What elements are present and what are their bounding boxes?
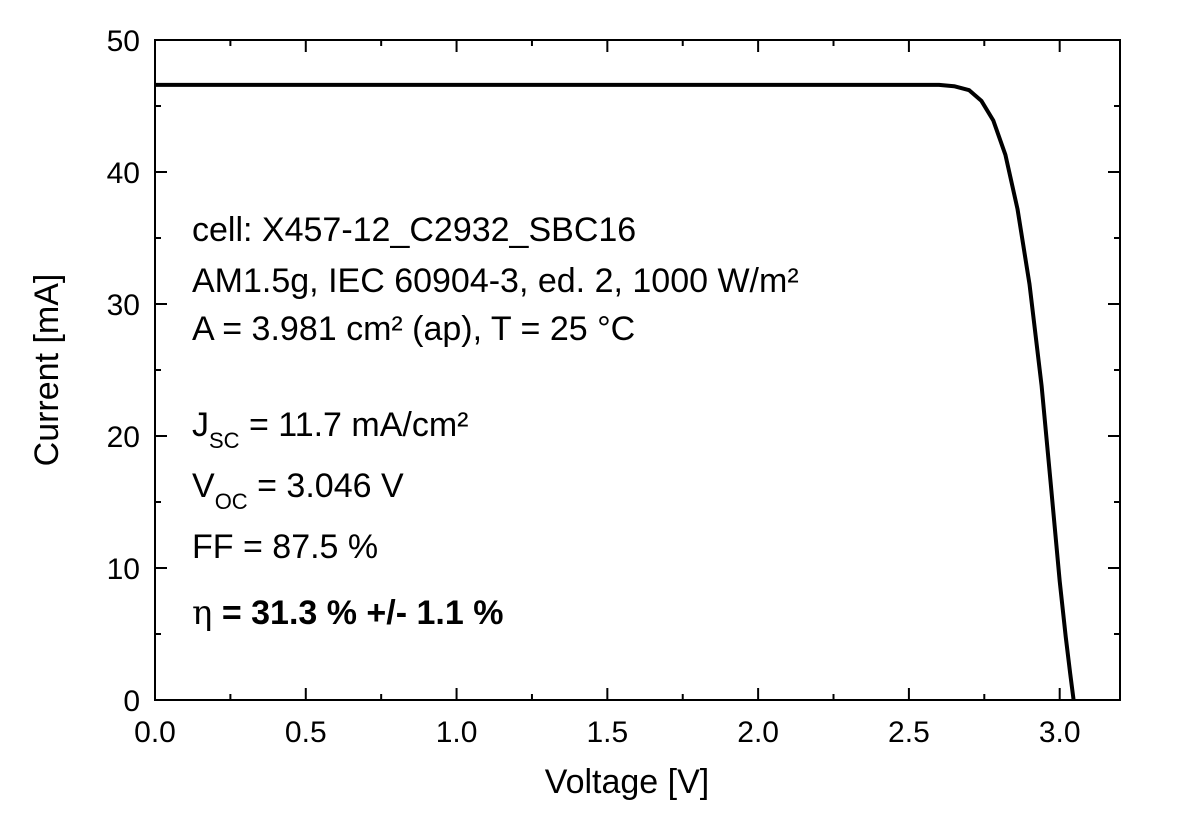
y-tick-label: 0 bbox=[123, 685, 140, 718]
y-tick-label: 40 bbox=[107, 157, 140, 190]
x-tick-label: 0.5 bbox=[285, 716, 327, 749]
x-tick-label: 0.0 bbox=[134, 716, 176, 749]
annotation-area-temp: A = 3.981 cm² (ap), T = 25 °C bbox=[192, 310, 635, 348]
jsc-symbol: J bbox=[192, 406, 209, 444]
annotation-cell-id: cell: X457-12_C2932_SBC16 bbox=[192, 211, 636, 249]
y-axis-title: Current [mA] bbox=[28, 274, 66, 467]
annotation-spectrum: AM1.5g, IEC 60904-3, ed. 2, 1000 W/m² bbox=[192, 262, 799, 300]
eta-symbol: η bbox=[192, 593, 212, 633]
y-tick-label: 10 bbox=[107, 553, 140, 586]
voc-value: = 3.046 V bbox=[248, 467, 404, 505]
iv-curve-line bbox=[155, 82, 1076, 701]
annotation-voc: VOC = 3.046 V bbox=[192, 467, 404, 514]
x-tick-label: 2.0 bbox=[737, 716, 779, 749]
annotation-ff: FF = 87.5 % bbox=[192, 528, 378, 566]
voc-symbol: V bbox=[192, 467, 215, 505]
x-axis-title: Voltage [V] bbox=[545, 763, 709, 801]
x-tick-label: 2.5 bbox=[888, 716, 930, 749]
x-tick-label: 1.5 bbox=[586, 716, 628, 749]
tick-labels: 0.0 0.5 1.0 1.5 2.0 2.5 3.0 0 10 20 30 40 50 bbox=[107, 25, 1081, 749]
annotation-efficiency: η = 31.3 % +/- 1.1 % bbox=[192, 593, 503, 633]
annotation-jsc: JSC = 11.7 mA/cm² bbox=[192, 406, 469, 453]
x-tick-label: 1.0 bbox=[436, 716, 478, 749]
eta-value: = 31.3 % +/- 1.1 % bbox=[212, 594, 503, 632]
axis-ticks bbox=[154, 39, 1120, 701]
y-tick-label: 20 bbox=[107, 421, 140, 454]
y-tick-label: 50 bbox=[107, 25, 140, 58]
voc-subscript: OC bbox=[215, 489, 248, 514]
jsc-value: = 11.7 mA/cm² bbox=[240, 406, 469, 444]
x-tick-label: 3.0 bbox=[1039, 716, 1081, 749]
y-tick-label: 30 bbox=[107, 289, 140, 322]
jsc-subscript: SC bbox=[209, 428, 240, 453]
annotation-block: cell: X457-12_C2932_SBC16 AM1.5g, IEC 60… bbox=[192, 211, 799, 633]
